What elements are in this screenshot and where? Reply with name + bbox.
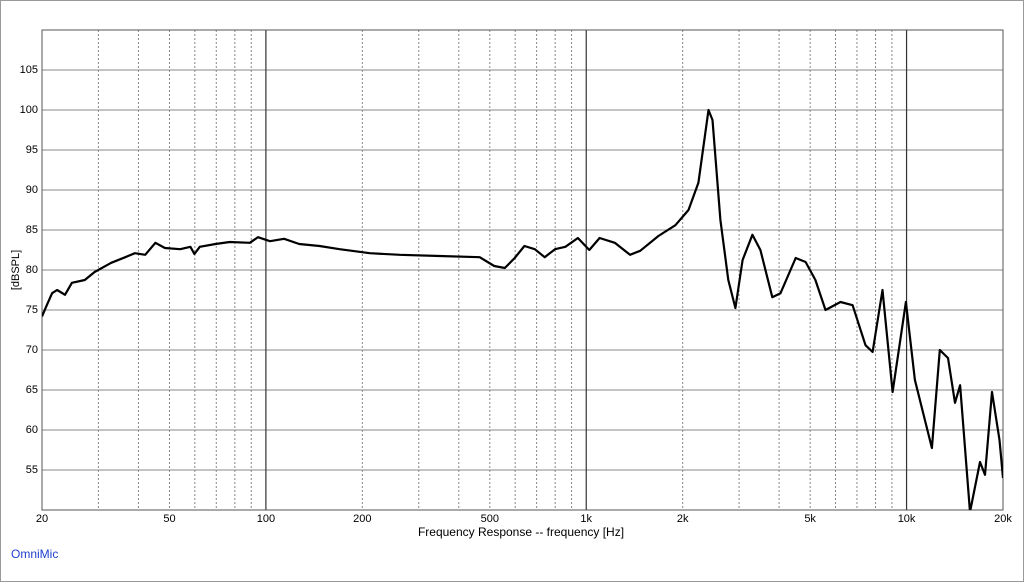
x-tick-label: 1k	[580, 513, 592, 525]
y-tick-label: 105	[20, 64, 38, 76]
x-tick-label: 100	[257, 513, 275, 525]
x-tick-label: 2k	[677, 513, 689, 525]
y-tick-label: 85	[26, 224, 38, 236]
y-axis-label: [dBSPL]	[10, 250, 22, 290]
source-label: OmniMic	[11, 547, 58, 561]
y-tick-label: 90	[26, 184, 38, 196]
x-tick-label: 500	[481, 513, 499, 525]
x-axis-label: Frequency Response -- frequency [Hz]	[418, 525, 624, 539]
plot-area	[41, 29, 1004, 511]
x-tick-label: 20	[36, 513, 48, 525]
response-line	[42, 108, 1003, 510]
x-tick-label: 200	[353, 513, 371, 525]
x-tick-label: 20k	[994, 513, 1012, 525]
y-tick-label: 60	[26, 424, 38, 436]
x-tick-label: 5k	[804, 513, 816, 525]
y-tick-label: 55	[26, 464, 38, 476]
y-tick-label: 75	[26, 304, 38, 316]
y-tick-label: 100	[20, 104, 38, 116]
x-tick-label: 50	[163, 513, 175, 525]
x-tick-label: 10k	[898, 513, 916, 525]
y-tick-label: 70	[26, 344, 38, 356]
y-tick-label: 95	[26, 144, 38, 156]
y-tick-label: 65	[26, 384, 38, 396]
y-tick-label: 80	[26, 264, 38, 276]
